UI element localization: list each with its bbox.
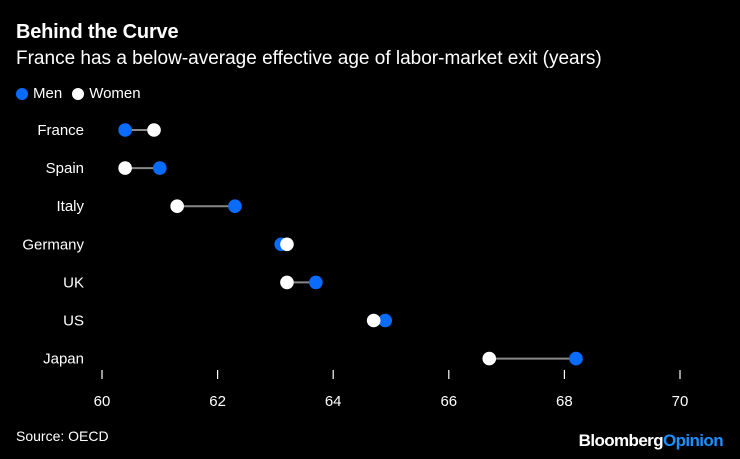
x-tick-label-60: 60 — [94, 393, 111, 410]
category-label-germany: Germany — [22, 236, 84, 253]
category-label-france: France — [37, 122, 84, 139]
women-point-spain — [118, 161, 132, 175]
legend-label-men: Men — [33, 85, 63, 102]
category-label-japan: Japan — [43, 351, 84, 368]
legend-marker-women — [72, 87, 85, 100]
category-label-italy: Italy — [56, 198, 84, 215]
women-point-uk — [280, 275, 294, 290]
chart-title: Behind the Curve — [16, 21, 179, 43]
x-tick-label-70: 70 — [672, 393, 689, 410]
legend-marker-men — [16, 87, 28, 100]
legend: Men Women — [16, 85, 151, 102]
legend-item-men: Men — [16, 85, 62, 102]
men-point-japan — [569, 351, 583, 366]
men-point-us — [378, 313, 393, 328]
men-point-uk — [309, 275, 323, 290]
x-tick-label-68: 68 — [556, 393, 573, 410]
category-label-spain: Spain — [46, 160, 84, 177]
brand-logo: BloombergOpinion — [578, 431, 724, 451]
men-point-france — [118, 123, 132, 137]
brand-logo-part-1: Bloomberg — [578, 431, 664, 450]
legend-label-women: Women — [89, 85, 141, 102]
category-label-uk: UK — [63, 274, 84, 291]
legend-item-women: Women — [72, 85, 141, 102]
source-note: Source: OECD — [16, 428, 109, 444]
chart-subtitle: France has a below-average effective age… — [16, 48, 602, 69]
women-point-germany — [280, 237, 294, 252]
x-tick-label-66: 66 — [440, 393, 457, 410]
x-tick-label-62: 62 — [209, 393, 226, 410]
women-point-us — [366, 313, 381, 328]
women-point-france — [147, 123, 161, 137]
category-label-us: US — [63, 313, 84, 330]
x-tick-label-64: 64 — [325, 393, 342, 410]
women-point-japan — [482, 351, 497, 366]
brand-logo-part-2: Opinion — [662, 431, 724, 450]
women-point-italy — [170, 199, 184, 213]
men-point-italy — [228, 199, 242, 213]
men-point-spain — [153, 161, 167, 175]
